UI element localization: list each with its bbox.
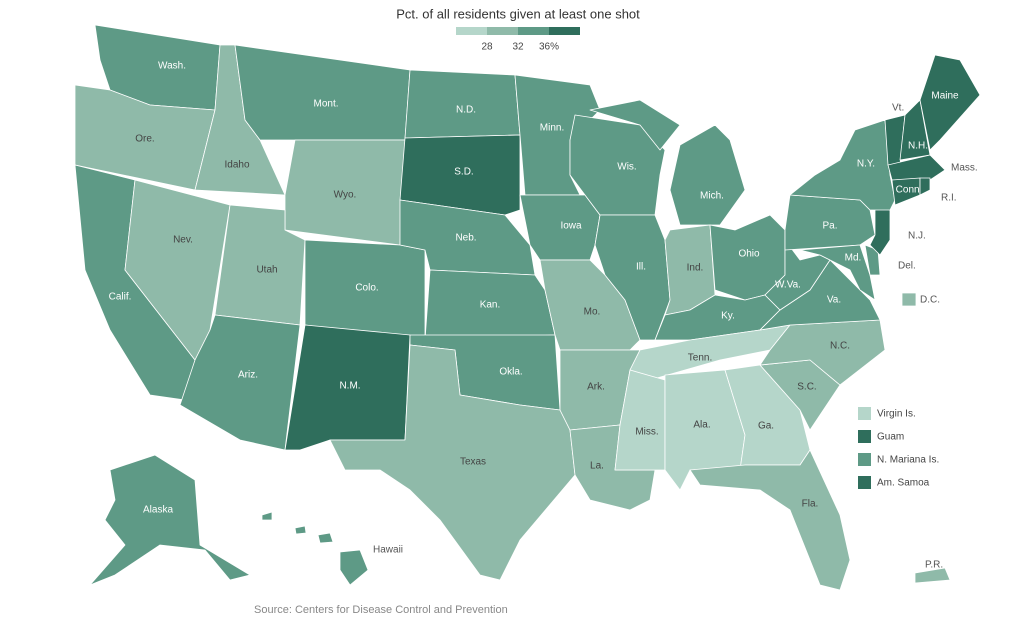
territories: Virgin Is. Guam N. Mariana Is. Am. Samoa (858, 407, 939, 489)
state-label: Vt. (892, 103, 904, 114)
state-label: Alaska (143, 505, 173, 516)
legend-swatch (456, 27, 487, 35)
state (789, 119, 896, 211)
state (799, 244, 876, 301)
state (669, 124, 746, 226)
state (589, 99, 681, 151)
legend-swatch (518, 27, 549, 35)
state-label: Nev. (173, 235, 193, 246)
state-label: Calif. (109, 292, 132, 303)
state-label: Miss. (635, 427, 658, 438)
state (919, 54, 981, 151)
state-label: Idaho (224, 160, 249, 171)
state-label: Wash. (158, 61, 186, 72)
state (887, 154, 946, 181)
state (261, 511, 273, 521)
state-label: Ark. (587, 382, 605, 393)
territory-label: Am. Samoa (877, 478, 930, 489)
state (284, 139, 406, 246)
state-label: Minn. (540, 123, 564, 134)
state-label: Neb. (455, 233, 476, 244)
state-label: Texas (460, 457, 486, 468)
state-label: Colo. (355, 283, 378, 294)
state-label: Ga. (758, 421, 774, 432)
state (304, 239, 426, 341)
state-label: Mich. (700, 191, 724, 202)
state-label: W.Va. (775, 280, 801, 291)
state-label: Mont. (313, 99, 338, 110)
state-label: Ohio (738, 249, 760, 260)
legend-label: 28 (481, 42, 493, 53)
legend-swatch (487, 27, 518, 35)
state-label: S.D. (454, 167, 473, 178)
state-label: Va. (827, 295, 841, 306)
state-label: Hawaii (373, 545, 403, 556)
state-label: Del. (898, 261, 916, 272)
territory-swatch (858, 453, 871, 466)
state-label: Iowa (560, 221, 582, 232)
state-label: N.Y. (857, 159, 875, 170)
state (234, 44, 411, 141)
state (594, 214, 671, 341)
state-label: Okla. (499, 367, 522, 378)
state-label: Ky. (721, 311, 735, 322)
state (399, 134, 521, 216)
legend-title: Pct. of all residents given at least one… (396, 6, 640, 21)
state-label: Tenn. (688, 353, 712, 364)
state (914, 567, 951, 584)
state-label: Mass. (951, 163, 978, 174)
state-label: S.C. (797, 382, 816, 393)
state-label: Wyo. (334, 190, 357, 201)
state-label: Ind. (687, 263, 704, 274)
legend-label: 32 (512, 42, 524, 53)
state (89, 454, 251, 586)
territory-label: N. Mariana Is. (877, 455, 939, 466)
state-label: N.C. (830, 341, 850, 352)
legend: 28 32 36% (456, 27, 580, 53)
state-label: Ill. (636, 262, 646, 273)
legend-swatch (549, 27, 580, 35)
state-label: N.H. (908, 141, 928, 152)
state (689, 449, 851, 591)
source: Source: Centers for Disease Control and … (254, 604, 508, 616)
territory-label: Guam (877, 432, 904, 443)
state-label: N.J. (908, 231, 926, 242)
state-label: La. (590, 461, 604, 472)
state-label: Wis. (617, 162, 636, 173)
state-label: R.I. (941, 193, 957, 204)
state (294, 525, 307, 535)
state-label: Utah (256, 265, 277, 276)
states: Wash. Ore. Calif. Nev. Idaho Mont. Wyo. Utah Ari… (74, 24, 981, 591)
territory-swatch (858, 430, 871, 443)
state-label: Mo. (584, 307, 601, 318)
state (339, 549, 369, 586)
state-label: Ala. (693, 420, 710, 431)
state-label: Md. (845, 253, 862, 264)
state-label: N.M. (339, 381, 360, 392)
state (539, 259, 641, 351)
territory-label: Virgin Is. (877, 409, 916, 420)
state (179, 314, 301, 451)
state-label: Pa. (822, 221, 837, 232)
state-label: N.D. (456, 105, 476, 116)
state-label: P.R. (925, 560, 943, 571)
state (317, 532, 334, 544)
state (901, 292, 917, 307)
legend-label: 36% (539, 42, 559, 53)
state-label: Kan. (480, 300, 501, 311)
territory-swatch (858, 476, 871, 489)
state-label: Ore. (135, 134, 154, 145)
state-label: Conn. (896, 185, 923, 196)
state-label: Fla. (802, 499, 819, 510)
state-label: Maine (931, 91, 959, 102)
state-label: D.C. (920, 295, 940, 306)
state-label: Ariz. (238, 370, 258, 381)
territory-swatch (858, 407, 871, 420)
state (919, 177, 931, 196)
